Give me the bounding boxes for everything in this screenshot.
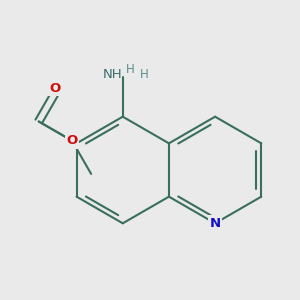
Text: N: N	[209, 217, 221, 230]
Text: NH: NH	[103, 68, 123, 80]
Text: O: O	[50, 82, 61, 95]
Text: H: H	[125, 63, 134, 76]
Text: O: O	[66, 134, 78, 147]
Text: H: H	[140, 68, 149, 80]
